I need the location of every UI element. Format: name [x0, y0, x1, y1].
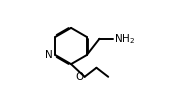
- Text: O: O: [76, 72, 84, 82]
- Text: NH$_2$: NH$_2$: [114, 32, 135, 46]
- Text: N: N: [45, 50, 53, 60]
